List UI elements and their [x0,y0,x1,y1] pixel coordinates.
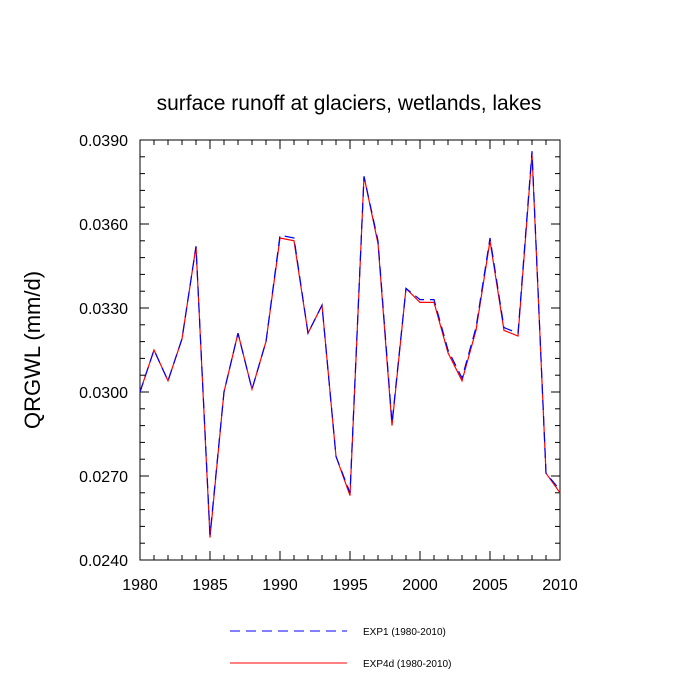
y-tick-label: 0.0390 [79,133,128,150]
x-tick-label: 1995 [332,577,368,594]
x-tick-label: 2000 [402,577,438,594]
ticks: 1980 1985 1990 1995 2000 2005 2010 0.0240 0.0270… [79,133,578,594]
x-tick-label: 1990 [262,577,298,594]
x-tick-label: 2005 [472,577,508,594]
plot-frame [139,139,561,561]
series-line-0 [139,151,561,535]
y-tick-label: 0.0270 [79,469,128,486]
y-tick-label: 0.0360 [79,217,128,234]
legend: EXP1 (1980-2010) EXP4d (1980-2010) [230,627,451,670]
y-axis-label: QRGWL (mm/d) [20,271,45,429]
y-tick-label: 0.0240 [79,553,128,570]
y-tick-label: 0.0330 [79,301,128,318]
chart-title: surface runoff at glaciers, wetlands, la… [157,92,542,115]
x-tick-label: 2010 [542,577,578,594]
legend-label-1: EXP4d (1980-2010) [363,659,451,670]
x-tick-label: 1985 [192,577,228,594]
legend-label-0: EXP1 (1980-2010) [363,627,446,638]
series-lines [139,151,561,538]
y-tick-label: 0.0300 [79,385,128,402]
axes [139,139,561,561]
x-tick-label: 1980 [122,577,158,594]
